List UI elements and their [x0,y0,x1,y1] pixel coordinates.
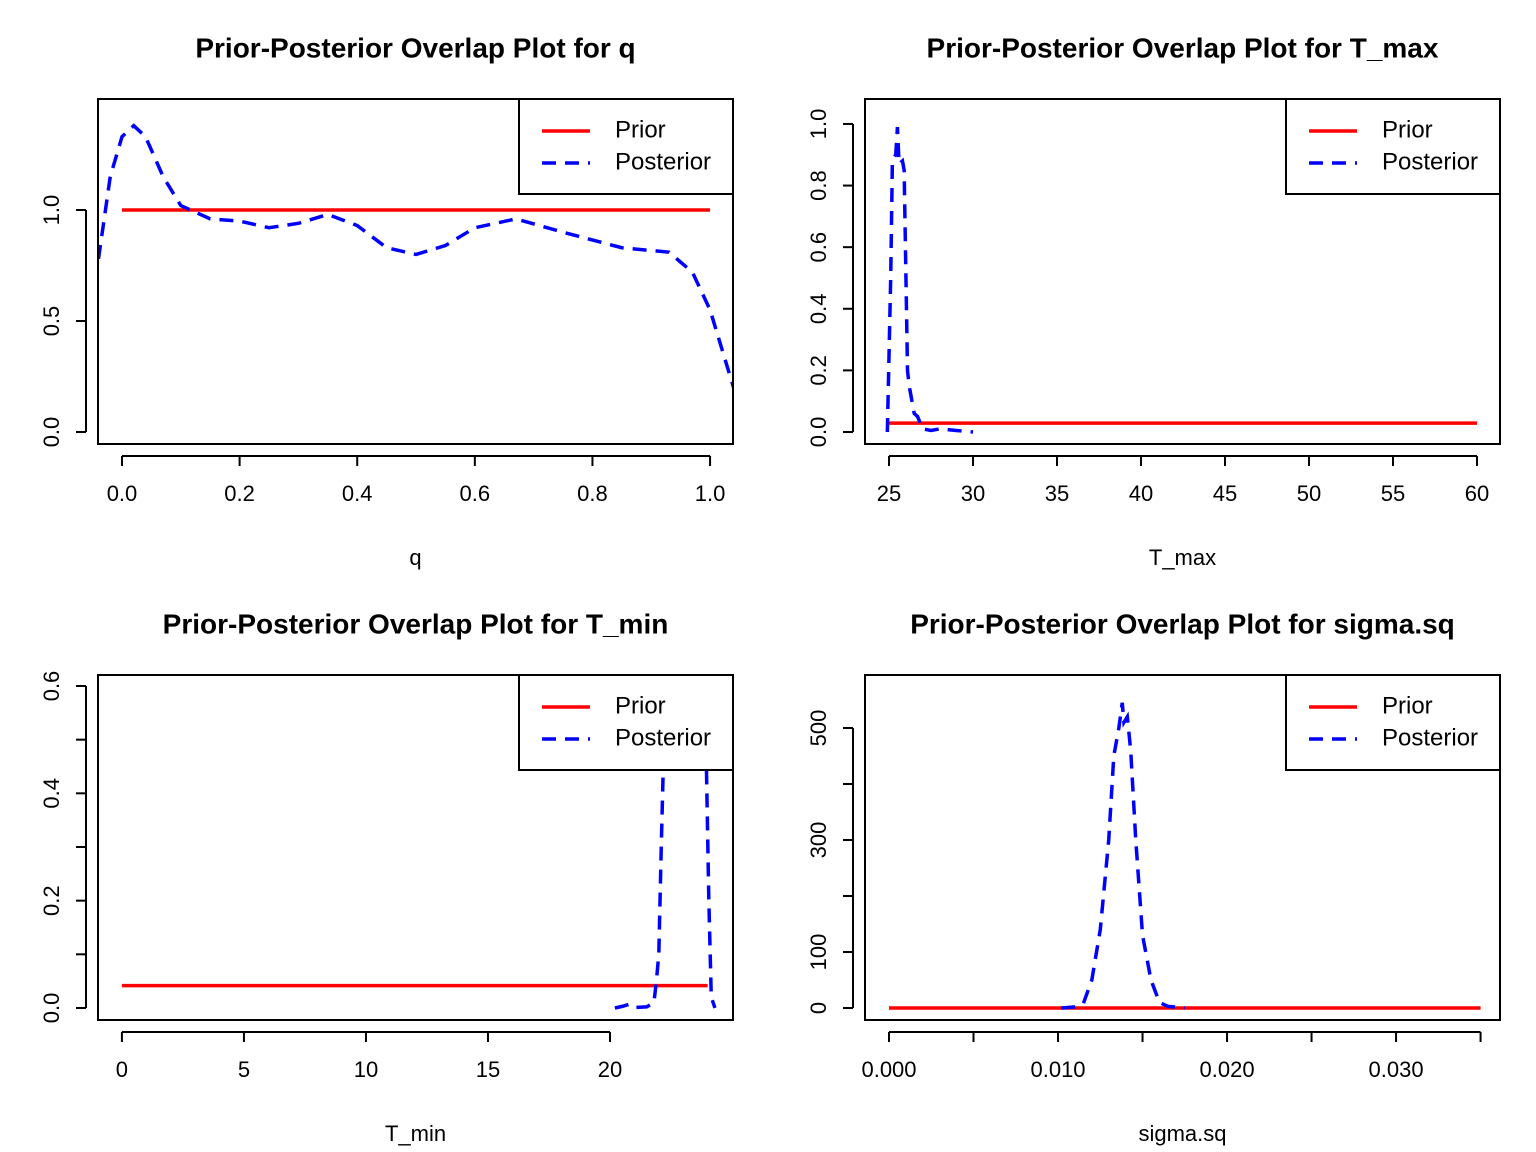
legend-label: Posterior [1382,724,1478,751]
x-tick-label: 0.0 [107,481,138,506]
x-axis-label: T_max [1149,545,1216,570]
legend-box [518,674,734,771]
y-tick-label: 300 [806,822,831,859]
x-tick-label: 0.4 [342,481,373,506]
x-tick-label: 0.030 [1369,1057,1424,1082]
series-group [885,126,1477,434]
chart-title: Prior-Posterior Overlap Plot for q [195,32,635,63]
y-tick-label: 0.4 [806,293,831,324]
plot-box [97,98,734,445]
x-tick-label: 1.0 [695,481,726,506]
panel: Prior-Posterior Overlap Plot for q q 0.0 0.… [39,32,734,570]
legend-label: Prior [1382,692,1433,719]
y-tick-label: 0.6 [806,232,831,263]
x-tick-label: 0.2 [224,481,255,506]
series-group [98,123,733,389]
panel: Prior-Posterior Overlap Plot for T_min T_… [39,608,734,1146]
x-tick-label: 40 [1129,481,1153,506]
y-tick-label: 100 [806,934,831,971]
y-tick-label: 0 [806,1002,831,1014]
series-group [121,682,717,1010]
y-tick-label: 0.2 [39,885,64,916]
series-line [614,682,717,1010]
x-tick-label: 0.6 [460,481,491,506]
chart-title: Prior-Posterior Overlap Plot for T_min [163,608,669,639]
legend-label: Posterior [1382,148,1478,175]
y-tick-label: 1.0 [39,195,64,226]
panel: Prior-Posterior Overlap Plot for T_max T_… [806,32,1501,570]
x-axis-label: T_min [385,1121,446,1146]
y-tick-label: 1.0 [806,109,831,140]
y-tick-label: 0.8 [806,170,831,201]
x-tick-label: 35 [1045,481,1069,506]
legend-box [1285,674,1501,771]
plot-box [97,674,734,1021]
legend-label: Posterior [615,724,711,751]
x-tick-label: 60 [1465,481,1489,506]
y-tick-label: 500 [806,710,831,747]
x-tick-label: 0.010 [1030,1057,1085,1082]
x-tick-label: 25 [877,481,901,506]
y-tick-label: 0.0 [39,417,64,448]
x-tick-label: 0.8 [577,481,608,506]
x-tick-label: 0.000 [861,1057,916,1082]
legend-label: Posterior [615,148,711,175]
plot-box [864,98,1501,445]
legend-box [518,98,734,195]
legend-label: Prior [615,116,666,143]
x-tick-label: 15 [476,1057,500,1082]
x-tick-label: 20 [598,1057,622,1082]
x-axis-label: q [409,545,421,570]
y-tick-label: 0.0 [806,417,831,448]
y-tick-label: 0.4 [39,778,64,809]
y-tick-label: 0.2 [806,355,831,386]
series-line [885,126,974,434]
y-tick-label: 0.6 [39,671,64,702]
chart-title: Prior-Posterior Overlap Plot for sigma.s… [910,608,1455,639]
x-tick-label: 45 [1213,481,1237,506]
series-line [1061,702,1185,1010]
panel: Prior-Posterior Overlap Plot for sigma.s… [806,608,1501,1146]
y-tick-label: 0.5 [39,306,64,337]
x-axis-label: sigma.sq [1138,1121,1226,1146]
x-tick-label: 10 [354,1057,378,1082]
chart-title: Prior-Posterior Overlap Plot for T_max [927,32,1439,63]
series-line [98,123,733,389]
x-tick-label: 0 [116,1057,128,1082]
series-group [889,702,1481,1010]
legend-label: Prior [1382,116,1433,143]
legend-label: Prior [615,692,666,719]
x-tick-label: 30 [961,481,985,506]
x-tick-label: 0.020 [1200,1057,1255,1082]
x-tick-label: 5 [238,1057,250,1082]
x-tick-label: 50 [1297,481,1321,506]
plot-box [864,674,1501,1021]
legend-box [1285,98,1501,195]
x-tick-label: 55 [1381,481,1405,506]
y-tick-label: 0.0 [39,993,64,1024]
